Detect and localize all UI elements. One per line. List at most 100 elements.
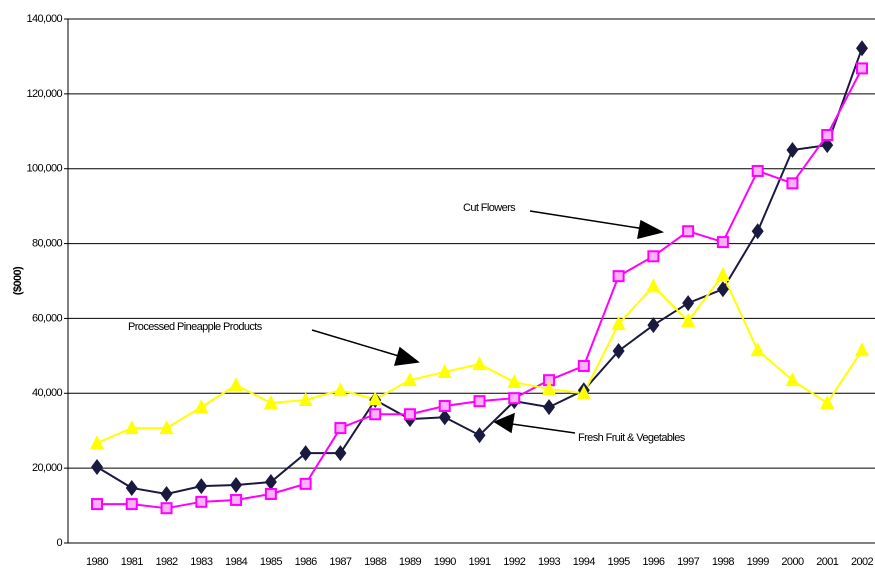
marker <box>264 487 277 500</box>
marker <box>820 395 835 410</box>
marker <box>263 395 278 410</box>
marker <box>333 382 348 397</box>
y-axis-label: ($000) <box>12 266 24 295</box>
y-tick-label: 40,000 <box>32 387 63 399</box>
marker <box>786 142 799 158</box>
marker <box>647 250 660 263</box>
arrow <box>511 423 576 434</box>
x-tick-label: 1985 <box>260 556 283 568</box>
marker <box>821 129 834 142</box>
x-tick-label: 1995 <box>608 556 631 568</box>
marker <box>125 479 138 496</box>
marker <box>542 381 557 396</box>
marker <box>124 420 139 435</box>
x-tick-label: 1999 <box>747 556 770 568</box>
y-tick-label: 100,000 <box>26 163 62 175</box>
x-tick-label: 1983 <box>190 556 213 568</box>
marker <box>612 270 625 283</box>
marker <box>403 408 416 421</box>
series-line <box>96 47 863 495</box>
marker <box>334 422 347 435</box>
x-tick-label: 2000 <box>781 556 804 568</box>
marker <box>334 445 347 462</box>
marker <box>230 476 243 493</box>
y-tick-label: 0 <box>56 537 62 549</box>
marker <box>647 317 660 334</box>
x-tick-label: 1997 <box>677 556 700 568</box>
marker <box>195 495 208 508</box>
annotation: Processed Pineapple Products <box>128 321 263 333</box>
x-tick-label: 1991 <box>468 556 491 568</box>
x-tick-label: 1987 <box>329 556 352 568</box>
marker <box>508 392 521 405</box>
marker <box>472 356 487 371</box>
annotation: Fresh Fruit & Vegetables <box>578 432 686 444</box>
marker <box>230 493 243 506</box>
marker <box>716 236 729 249</box>
marker <box>821 137 834 154</box>
marker <box>368 391 383 406</box>
x-tick-label: 1996 <box>642 556 665 568</box>
marker <box>195 478 208 495</box>
arrow <box>311 329 403 358</box>
marker <box>611 316 626 331</box>
x-tick-label: 1994 <box>573 556 596 568</box>
marker <box>402 372 417 387</box>
y-tick-label: 140,000 <box>26 13 62 25</box>
marker <box>682 295 695 312</box>
marker <box>473 427 486 444</box>
marker <box>785 372 800 387</box>
y-tick-label: 120,000 <box>26 88 62 100</box>
marker <box>577 359 590 372</box>
marker <box>194 399 209 414</box>
marker <box>125 498 138 511</box>
marker <box>750 342 765 357</box>
x-tick-label: 1980 <box>86 556 109 568</box>
x-tick-label: 1988 <box>364 556 387 568</box>
marker <box>299 477 312 490</box>
marker <box>751 223 764 240</box>
marker <box>856 40 868 57</box>
marker <box>91 498 103 511</box>
marker <box>646 278 661 293</box>
marker <box>856 62 868 75</box>
marker <box>786 177 799 190</box>
arrow-head <box>393 346 420 366</box>
marker <box>438 409 451 426</box>
arrow <box>529 210 646 230</box>
x-tick-label: 1986 <box>295 556 318 568</box>
x-tick-label: 1989 <box>399 556 422 568</box>
y-tick-label: 20,000 <box>32 462 63 474</box>
marker <box>855 342 869 357</box>
x-tick-label: 1993 <box>538 556 561 568</box>
marker <box>716 281 729 298</box>
marker <box>612 342 625 359</box>
y-tick-label: 80,000 <box>32 237 63 249</box>
marker <box>229 377 244 392</box>
marker <box>681 313 696 328</box>
x-tick-label: 1981 <box>121 556 144 568</box>
marker <box>576 385 591 400</box>
marker <box>90 435 104 450</box>
marker <box>682 225 695 238</box>
annotation: Cut Flowers <box>463 202 516 214</box>
x-tick-label: 2002 <box>851 556 874 568</box>
arrow-head <box>493 412 515 434</box>
y-tick-label: 60,000 <box>32 312 63 324</box>
marker <box>438 400 451 413</box>
arrows <box>311 210 665 434</box>
marker <box>543 399 556 416</box>
marker <box>160 502 173 515</box>
marker <box>160 485 173 502</box>
marker <box>264 473 277 490</box>
x-tick-label: 1984 <box>225 556 248 568</box>
x-tick-label: 1982 <box>156 556 179 568</box>
marker <box>159 420 174 435</box>
marker <box>507 374 522 389</box>
x-tick-label: 1990 <box>434 556 457 568</box>
marker <box>299 445 312 462</box>
marker <box>751 164 764 177</box>
marker <box>91 459 103 476</box>
arrow-head <box>637 219 665 240</box>
